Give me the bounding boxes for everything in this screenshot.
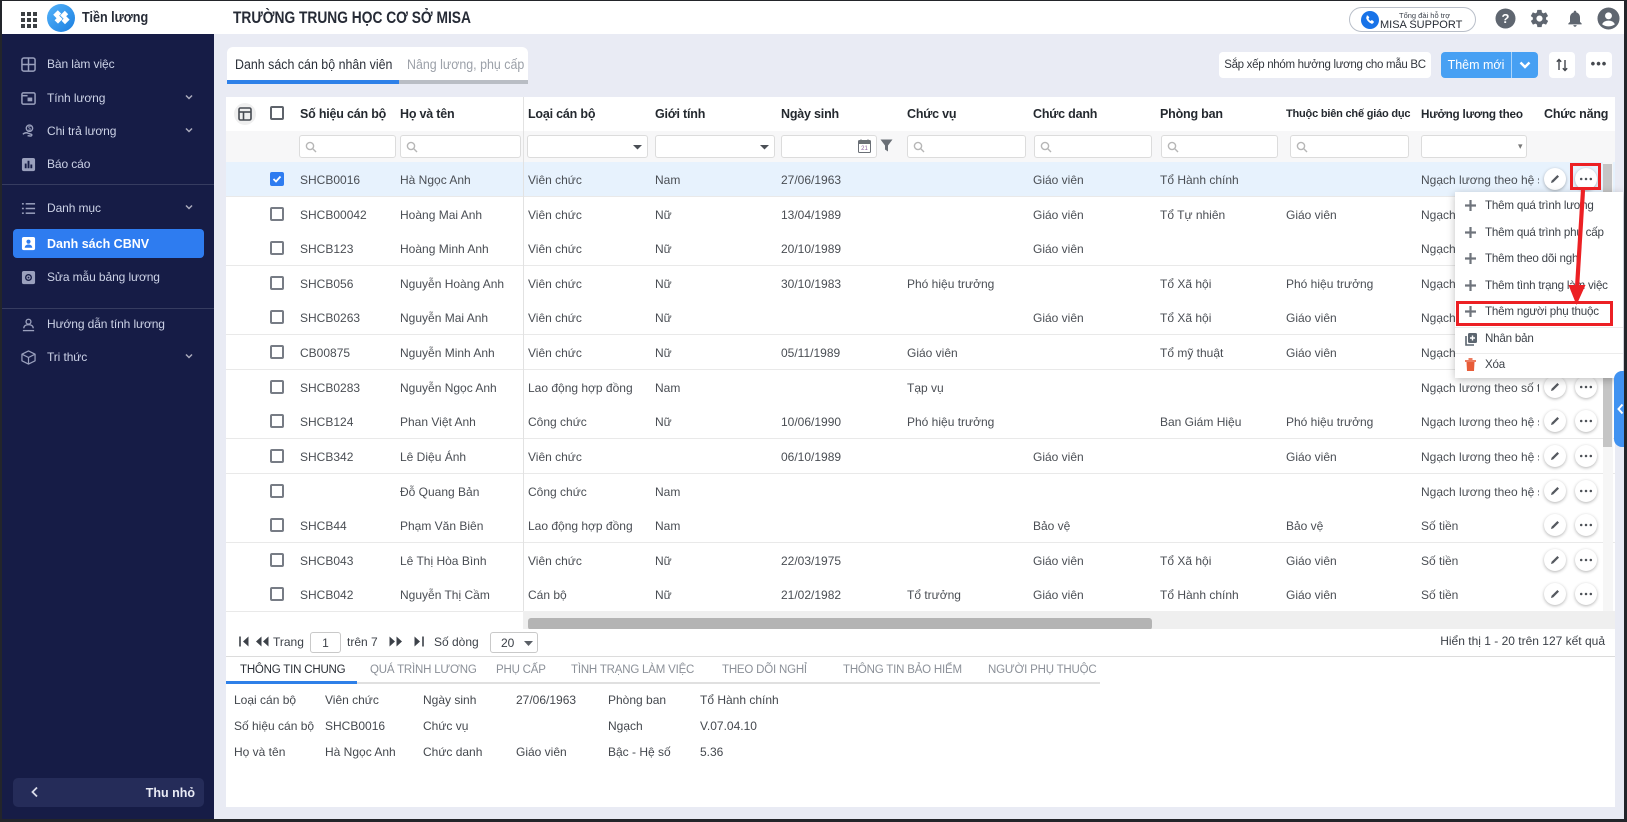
svg-text:$: $: [28, 126, 32, 133]
svg-text:?: ?: [1502, 11, 1510, 26]
svg-text:21: 21: [861, 146, 868, 152]
